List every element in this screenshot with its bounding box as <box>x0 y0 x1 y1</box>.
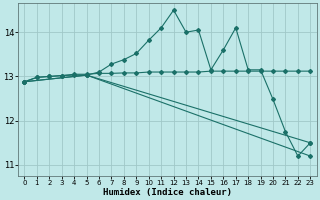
X-axis label: Humidex (Indice chaleur): Humidex (Indice chaleur) <box>103 188 232 197</box>
